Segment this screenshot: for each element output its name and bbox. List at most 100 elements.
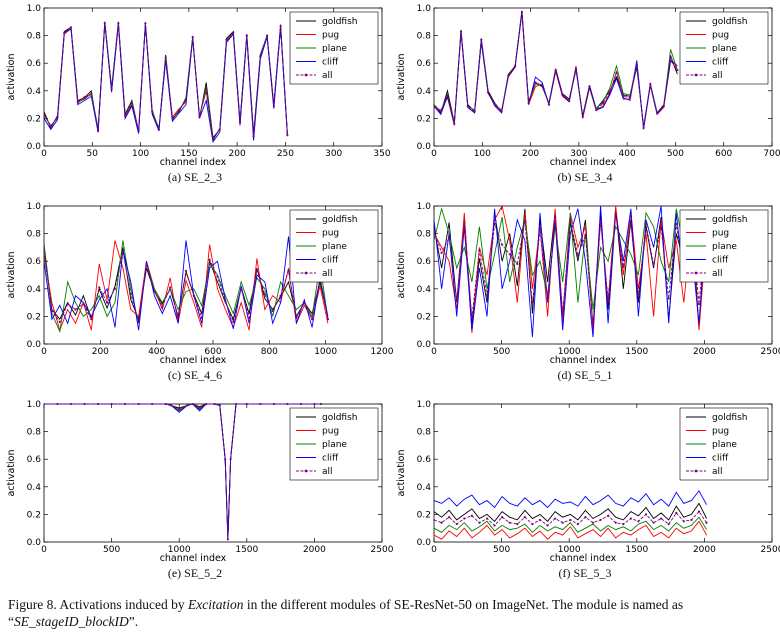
- series-point-all: [184, 99, 188, 102]
- x-tick-label: 2000: [693, 545, 716, 555]
- series-point-all: [434, 104, 436, 108]
- y-tick-label: 1.0: [27, 4, 42, 14]
- x-tick-label: 2000: [693, 347, 716, 357]
- series-point-all: [622, 522, 625, 526]
- series-line-goldfish: [434, 502, 708, 522]
- y-tick-label: 0.2: [417, 114, 431, 124]
- series-point-all: [629, 222, 632, 226]
- series-point-all: [675, 511, 678, 515]
- series-point-all: [508, 521, 511, 524]
- figure-caption-emph: Excitation: [187, 597, 244, 612]
- legend-label-plane: plane: [712, 242, 737, 252]
- series-point-all: [470, 514, 473, 517]
- series-line-cliff: [434, 205, 708, 338]
- series-point-all: [584, 516, 587, 519]
- legend-label-pug: pug: [712, 229, 729, 239]
- x-tick-label: 100: [132, 149, 149, 159]
- y-tick-label: 0.0: [417, 538, 432, 548]
- series-point-all: [493, 103, 496, 106]
- caption-f: (f) SE_5_3: [558, 566, 612, 580]
- series-point-all: [319, 403, 322, 406]
- y-tick-label: 0.2: [417, 312, 431, 322]
- series-point-all: [629, 517, 632, 520]
- series-point-all: [226, 538, 229, 541]
- series-point-all: [326, 318, 330, 321]
- caption-b: (b) SE_3_4: [557, 170, 613, 184]
- series-point-all: [561, 521, 564, 524]
- legend-label-all: all: [322, 467, 333, 477]
- series-point-all: [272, 403, 275, 406]
- figure-caption-module-name: SE_stageID_blockID: [14, 614, 129, 629]
- series-point-all: [83, 96, 86, 99]
- series-point-all: [569, 518, 572, 522]
- series-point-all: [644, 513, 648, 516]
- series-point-all: [652, 264, 655, 267]
- series-point-all: [554, 69, 557, 72]
- series-point-all: [50, 309, 53, 312]
- series-point-all: [178, 109, 181, 112]
- y-axis-label: activation: [6, 251, 17, 298]
- x-tick-label: 1500: [625, 347, 648, 357]
- series-point-all: [599, 518, 602, 522]
- series-line-cliff: [434, 490, 707, 509]
- legend-label-all: all: [712, 71, 723, 81]
- x-tick-label: 300: [325, 149, 342, 159]
- panel-b: 0.0 0.2 0.4 0.6 0.8 1.0 0 100 200 300 400 500 600 700…: [390, 0, 780, 198]
- series-point-all: [591, 521, 595, 524]
- series-point-all: [547, 103, 551, 106]
- series-point-all: [667, 522, 670, 526]
- legend-label-all: all: [712, 467, 723, 477]
- caption-d: (d) SE_5_1: [557, 368, 613, 382]
- y-axis-label: activation: [396, 53, 407, 100]
- series-point-all: [690, 518, 693, 522]
- series-point-all: [130, 102, 133, 105]
- series-point-all: [538, 518, 542, 522]
- series-point-all: [96, 129, 100, 132]
- legend-label-pug: pug: [322, 31, 339, 41]
- series-point-all: [660, 517, 663, 520]
- series-point-all: [508, 253, 511, 256]
- series-point-all: [614, 521, 617, 524]
- series-point-all: [576, 254, 579, 257]
- y-tick-label: 0.4: [417, 87, 432, 97]
- series-point-all: [311, 318, 314, 321]
- series-point-all: [478, 249, 481, 252]
- series-point-all: [676, 69, 679, 72]
- series-point-all: [313, 403, 316, 406]
- series-point-all: [660, 225, 663, 228]
- series-point-all: [69, 403, 73, 406]
- series-point-all: [697, 302, 701, 306]
- series-point-all: [191, 403, 194, 406]
- chart-d: 0.0 0.2 0.4 0.6 0.8 1.0 0 500 1000 1500 2000 2500 ch…: [396, 202, 780, 366]
- series-point-all: [205, 88, 208, 91]
- x-tick-label: 600: [715, 149, 732, 159]
- series-point-all: [176, 316, 180, 319]
- panel-e: 0.0 0.2 0.4 0.6 0.8 1.0 0 500 1000 1500 2000 2500 ch…: [0, 396, 394, 594]
- series-point-all: [218, 128, 221, 131]
- series-point-all: [56, 403, 59, 406]
- series-point-all: [480, 38, 483, 41]
- series-point-all: [44, 113, 46, 116]
- x-tick-label: 0: [41, 149, 47, 159]
- y-tick-label: 1.0: [417, 400, 432, 410]
- series-point-all: [642, 126, 645, 130]
- x-tick-label: 200: [522, 149, 539, 159]
- series-point-all: [453, 122, 456, 126]
- x-tick-label: 300: [570, 149, 587, 159]
- x-tick-label: 50: [87, 149, 99, 159]
- series-point-all: [198, 115, 201, 119]
- series-point-all: [171, 117, 174, 120]
- series-point-all: [44, 250, 46, 253]
- series-point-all: [205, 403, 208, 406]
- series-point-all: [184, 269, 188, 272]
- x-tick-label: 2500: [761, 347, 780, 357]
- series-point-all: [493, 222, 496, 226]
- legend-marker-all: [694, 73, 698, 77]
- x-tick-label: 250: [277, 149, 294, 159]
- series-point-all: [164, 403, 167, 406]
- chart-c: 0.0 0.2 0.4 0.6 0.8 1.0 0 200 400 600 800 1000 1200 c…: [6, 202, 394, 366]
- series-point-all: [76, 100, 79, 103]
- x-tick-label: 1000: [168, 545, 191, 555]
- panel-f: 0.0 0.2 0.4 0.6 0.8 1.0 0 500 1000 1500 2000 2500 ch…: [390, 396, 780, 594]
- series-point-all: [622, 265, 625, 268]
